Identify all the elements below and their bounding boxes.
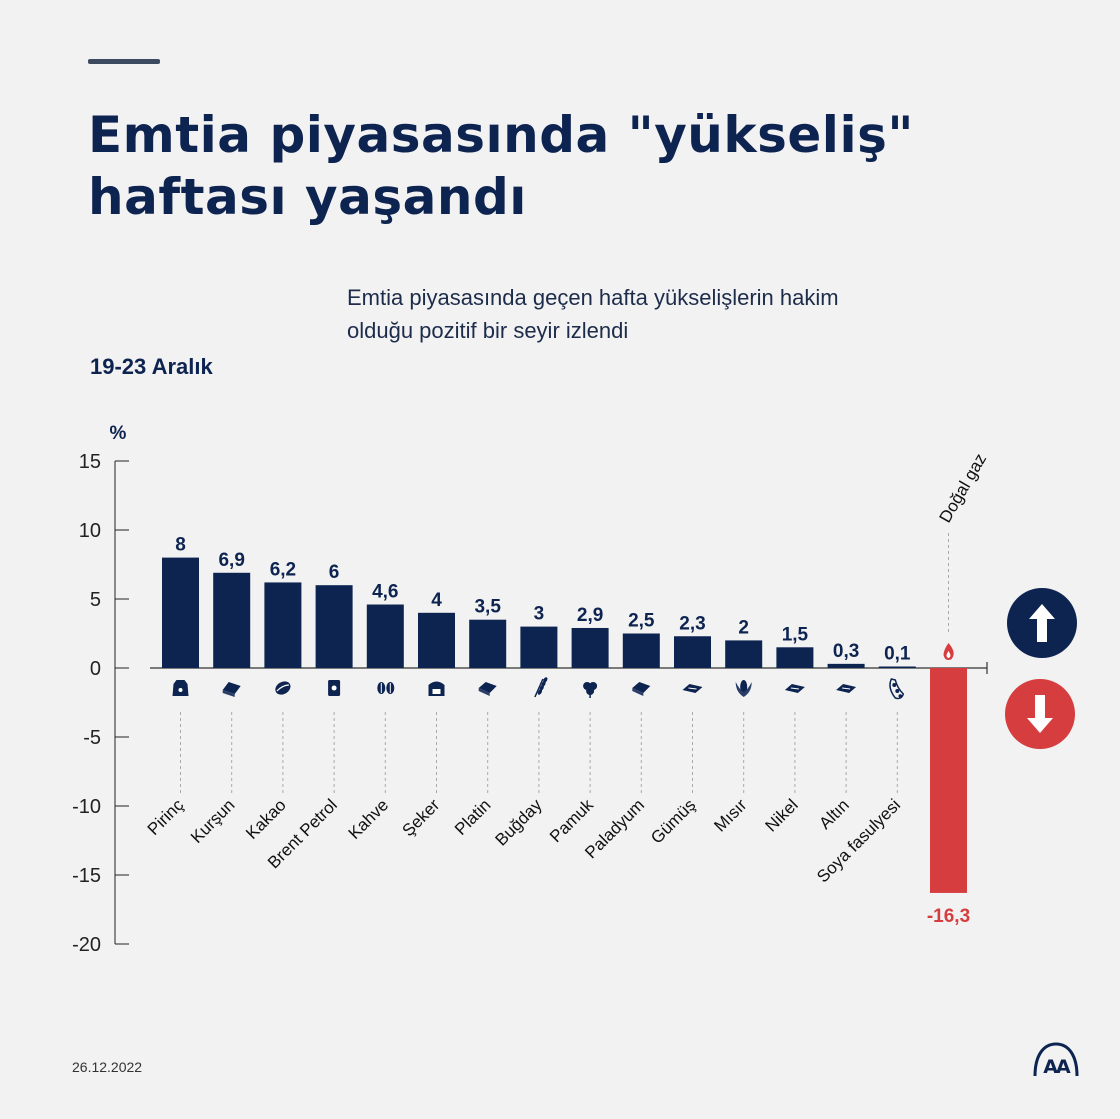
y-tick-label: 10 — [79, 520, 101, 542]
value-label-pamuk: 2,9 — [577, 605, 603, 626]
value-label-kakao: 6,2 — [270, 559, 296, 580]
y-axis-label: % — [110, 423, 127, 444]
category-label-nikel: Nikel — [762, 795, 802, 835]
value-label-brent-petrol: 6 — [329, 562, 340, 583]
value-label-kursun: 6,9 — [218, 550, 244, 571]
platinum-bar-icon — [478, 682, 497, 696]
bar-pamuk — [571, 627, 609, 668]
y-tick-label: -20 — [72, 934, 101, 956]
bar-kursun — [213, 572, 251, 668]
arrow-up-icon — [1007, 588, 1077, 658]
value-label-seker: 4 — [431, 590, 442, 611]
bar-gumus — [674, 636, 711, 668]
logo-text: AA — [1043, 1056, 1071, 1078]
title-line-1: Emtia piyasasında "yükseliş" — [88, 106, 914, 164]
gas-flame-icon — [943, 643, 954, 660]
aa-logo-icon: AA — [1033, 1042, 1079, 1078]
gold-bar-icon — [836, 684, 857, 693]
y-tick-label: -5 — [83, 727, 101, 749]
sugar-sack-icon — [428, 681, 445, 696]
footer-date: 26.12.2022 — [72, 1059, 143, 1075]
value-label-altin: 0,3 — [833, 641, 859, 662]
y-tick-label: 15 — [79, 451, 101, 473]
value-label-misir: 2 — [738, 617, 749, 638]
category-label-platin: Platin — [451, 795, 495, 839]
corn-icon — [735, 680, 752, 697]
oil-barrel-icon — [328, 680, 341, 696]
category-label-kakao: Kakao — [242, 795, 290, 843]
cotton-icon — [583, 682, 598, 698]
top-accent-bar — [88, 59, 160, 64]
bar-platin — [469, 619, 507, 668]
bar-pirinc — [162, 557, 199, 668]
palladium-bar-icon — [632, 682, 651, 696]
value-label-gumus: 2,3 — [679, 613, 705, 634]
rice-sack-icon — [172, 680, 189, 696]
subtitle: Emtia piyasasında geçen hafta yükselişle… — [347, 281, 1027, 347]
value-label-platin: 3,5 — [474, 597, 501, 618]
y-tick-label: -15 — [72, 865, 101, 887]
value-label-dogal-gaz: -16,3 — [927, 906, 970, 927]
lead-ingot-icon — [222, 682, 241, 697]
bar-paladyum — [622, 633, 660, 668]
category-label-pirinc: Pirinç — [144, 795, 188, 839]
y-tick-label: -10 — [72, 796, 101, 818]
category-label-bugday: Buğday — [492, 795, 547, 850]
bar-dogal-gaz — [930, 668, 967, 893]
value-label-soya-fasulyesi: 0,1 — [884, 644, 911, 665]
arrow-down-icon — [1005, 679, 1075, 749]
bar-altin — [827, 663, 865, 668]
nickel-bar-icon — [784, 684, 805, 693]
category-label-kahve: Kahve — [345, 795, 393, 843]
bar-kakao — [264, 582, 302, 668]
bar-soya-fasulyesi — [878, 666, 916, 668]
bar-kahve — [366, 604, 404, 668]
soybean-icon — [889, 678, 905, 700]
category-label-seker: Şeker — [398, 795, 443, 840]
title-line-2: haftası yaşandı — [88, 168, 527, 226]
value-label-kahve: 4,6 — [372, 582, 398, 603]
coffee-bean-icon — [377, 682, 395, 694]
subtitle-line-1: Emtia piyasasında geçen hafta yükselişle… — [347, 285, 839, 310]
bar-nikel — [776, 647, 814, 668]
category-label-dogal-gaz: Doğal gaz — [936, 450, 991, 526]
bar-brent-petrol — [315, 585, 353, 668]
bar-misir — [725, 640, 763, 668]
y-tick-label: 5 — [90, 589, 101, 611]
category-label-misir: Mısır — [710, 795, 750, 835]
category-label-altin: Altın — [815, 795, 852, 832]
page-title: Emtia piyasasında "yükseliş" haftası yaş… — [88, 104, 1048, 228]
bar-seker — [418, 612, 455, 668]
category-label-gumus: Gümüş — [647, 795, 699, 847]
cocoa-pod-icon — [275, 681, 291, 695]
value-label-bugday: 3 — [534, 604, 545, 625]
bar-bugday — [520, 626, 558, 668]
value-label-pirinc: 8 — [175, 535, 186, 556]
period-label: 19-23 Aralık — [90, 354, 213, 379]
y-tick-label: 0 — [90, 658, 101, 680]
subtitle-line-2: olduğu pozitif bir seyir izlendi — [347, 318, 629, 343]
category-label-kursun: Kurşun — [187, 795, 239, 847]
category-label-pamuk: Pamuk — [546, 795, 597, 846]
value-label-paladyum: 2,5 — [628, 611, 655, 632]
silver-bar-icon — [682, 684, 703, 693]
value-label-nikel: 1,5 — [782, 624, 809, 645]
wheat-icon — [534, 677, 548, 698]
